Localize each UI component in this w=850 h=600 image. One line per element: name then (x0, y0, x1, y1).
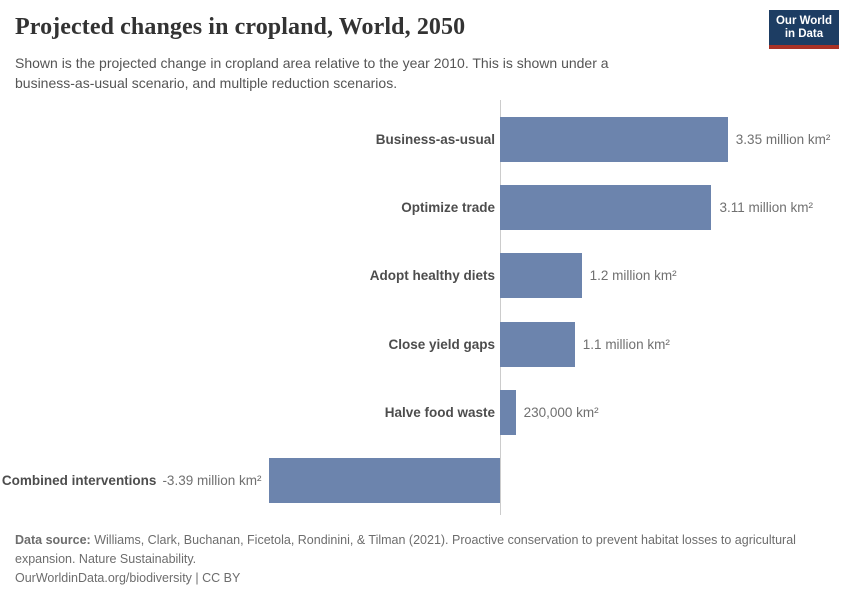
category-label: Adopt healthy diets (369, 268, 495, 284)
chart-footer: Data source: Williams, Clark, Buchanan, … (15, 531, 835, 588)
category-label-box: Halve food waste (0, 378, 495, 446)
value-label: 1.2 million km² (589, 268, 677, 284)
bar-row: Close yield gaps 1.1 million km² (0, 310, 850, 378)
bar-row: Optimize trade 3.11 million km² (0, 173, 850, 241)
bar-close-yield-gaps[interactable] (500, 321, 575, 367)
data-source-note: Data source: Williams, Clark, Buchanan, … (15, 531, 835, 568)
category-label: Close yield gaps (388, 336, 495, 352)
value-label-box: 1.1 million km² (583, 310, 670, 378)
value-label-box: 1.2 million km² (590, 242, 677, 310)
negative-label-box: Combined interventions -3.39 million km² (0, 447, 262, 515)
bar-row: Combined interventions -3.39 million km² (0, 447, 850, 515)
data-source-text-line1: Williams, Clark, Buchanan, Ficetola, Ron… (94, 533, 796, 547)
category-label-box: Adopt healthy diets (0, 242, 495, 310)
bar-row: Adopt healthy diets 1.2 million km² (0, 242, 850, 310)
bar-chart-plot-area: Business-as-usual 3.35 million km² Optimiz… (0, 100, 850, 515)
bar-business-as-usual[interactable] (500, 116, 728, 162)
category-label: Combined interventions (1, 473, 157, 489)
owid-logo-line2: in Data (784, 28, 824, 40)
value-label: 3.11 million km² (719, 199, 813, 215)
chart-subtitle-line1: Shown is the projected change in croplan… (15, 55, 609, 71)
bar-optimize-trade[interactable] (500, 184, 712, 230)
owid-logo-line1: Our World (775, 15, 832, 27)
chart-subtitle: Shown is the projected change in croplan… (15, 53, 609, 93)
bar-halve-food-waste[interactable] (500, 389, 516, 435)
value-label: 230,000 km² (523, 404, 599, 420)
value-label-box: 230,000 km² (524, 378, 599, 446)
value-label-box: 3.35 million km² (736, 105, 831, 173)
value-label: 3.35 million km² (735, 131, 831, 147)
chart-subtitle-line2: business-as-usual scenario, and multiple… (15, 75, 398, 91)
owid-logo: Our World in Data (768, 10, 839, 49)
credit-line: OurWorldinData.org/biodiversity | CC BY (15, 571, 241, 585)
value-label: -3.39 million km² (162, 473, 262, 489)
bar-rows: Business-as-usual 3.35 million km² Optimiz… (0, 105, 850, 515)
bar-row: Halve food waste 230,000 km² (0, 378, 850, 446)
category-label: Business-as-usual (375, 131, 495, 147)
category-label-box: Optimize trade (0, 173, 495, 241)
data-source-text-line2: expansion. Nature Sustainability. (15, 551, 197, 566)
bar-row: Business-as-usual 3.35 million km² (0, 105, 850, 173)
category-label-box: Close yield gaps (0, 310, 495, 378)
value-label-box: 3.11 million km² (719, 173, 813, 241)
category-label: Optimize trade (401, 199, 495, 215)
bar-combined-interventions[interactable] (269, 458, 500, 504)
bar-adopt-healthy-diets[interactable] (500, 253, 582, 299)
value-label: 1.1 million km² (582, 336, 670, 352)
category-label-box: Business-as-usual (0, 105, 495, 173)
data-source-label: Data source: (15, 533, 91, 547)
chart-title: Projected changes in cropland, World, 20… (15, 14, 466, 40)
category-label: Halve food waste (384, 404, 495, 420)
zero-axis-line (500, 100, 501, 515)
